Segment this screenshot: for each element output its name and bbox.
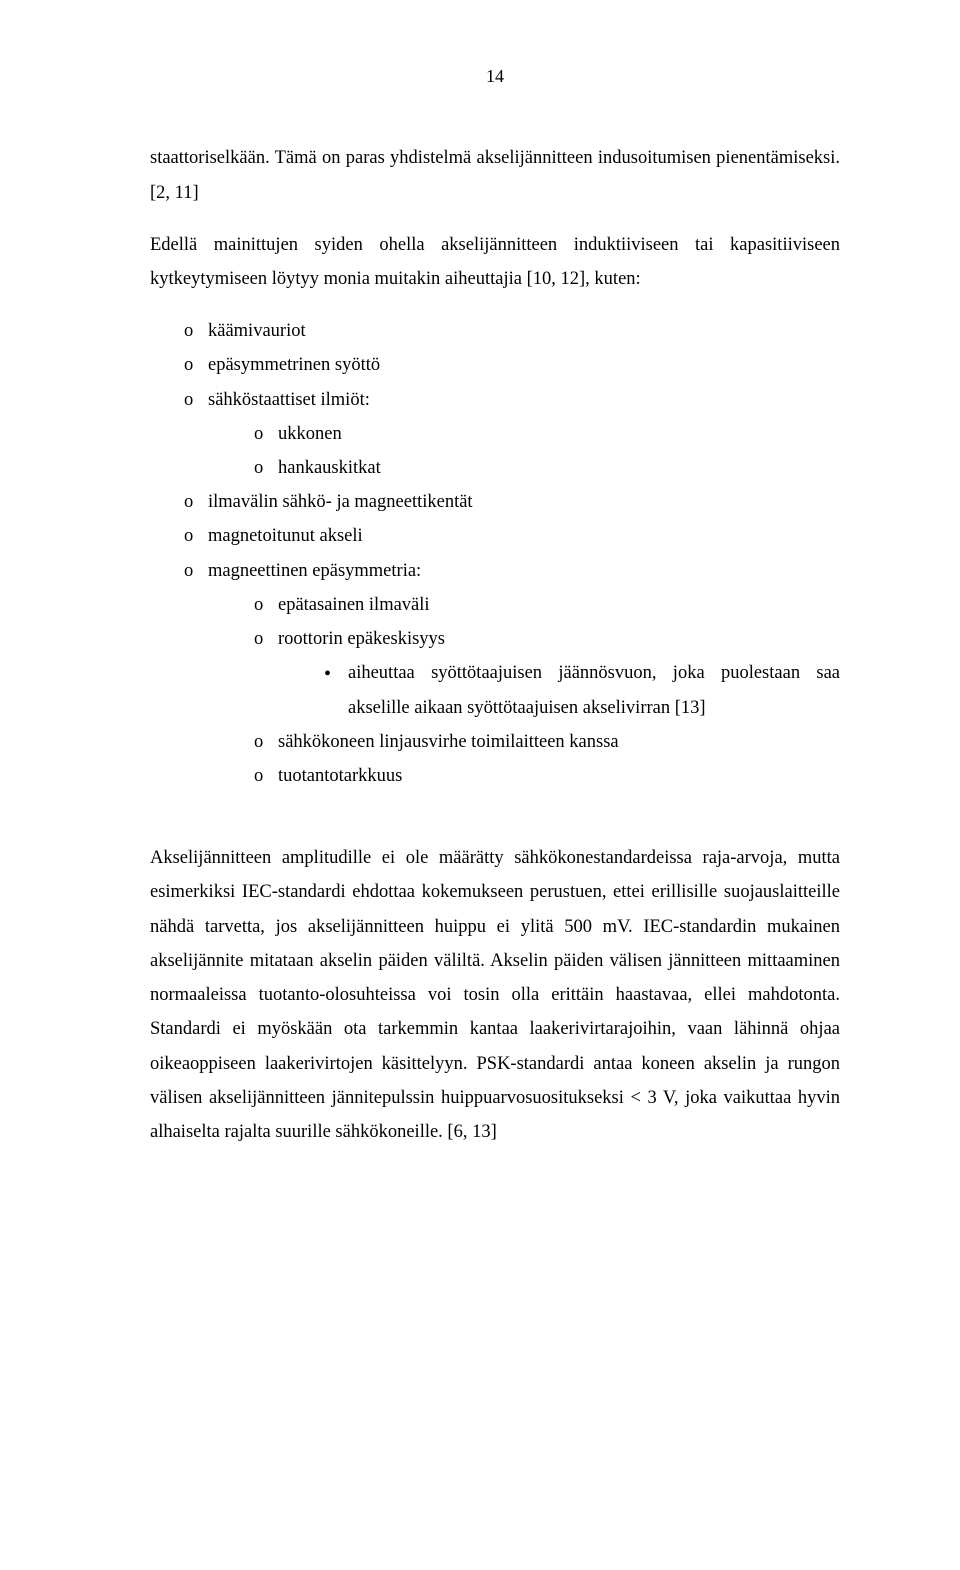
list-item-label: käämivauriot (208, 321, 306, 341)
list-item: sähkökoneen linjausvirhe toimilaitteen k… (254, 725, 840, 759)
list-item: roottorin epäkeskisyys aiheuttaa syöttöt… (254, 622, 840, 725)
list-item-label: sähkökoneen linjausvirhe toimilaitteen k… (278, 732, 619, 752)
list-item-label: hankauskitkat (278, 458, 381, 478)
list-item-label: aiheuttaa syöttötaajuisen jäännösvuon, j… (348, 663, 840, 717)
list-item-label: sähköstaattiset ilmiöt: (208, 390, 370, 410)
list-item: ilmavälin sähkö- ja magneettikentät (184, 485, 840, 519)
page-container: 14 staattoriselkään. Tämä on paras yhdis… (0, 0, 960, 1570)
list-item: ukkonen (254, 417, 840, 451)
list-item-label: magnetoitunut akseli (208, 526, 363, 546)
list-item-label: ukkonen (278, 424, 342, 444)
list-item: sähköstaattiset ilmiöt: ukkonen hankausk… (184, 383, 840, 486)
list-item-label: roottorin epäkeskisyys (278, 629, 445, 649)
list-item-label: epäsymmetrinen syöttö (208, 355, 380, 375)
list-item: magnetoitunut akseli (184, 519, 840, 553)
list-item: käämivauriot (184, 314, 840, 348)
list-item-label: magneettinen epäsymmetria: (208, 561, 421, 581)
list-item-label: tuotantotarkkuus (278, 766, 402, 786)
paragraph-intro: staattoriselkään. Tämä on paras yhdistel… (150, 141, 840, 209)
list-item: epätasainen ilmaväli (254, 588, 840, 622)
list-item: aiheuttaa syöttötaajuisen jäännösvuon, j… (324, 656, 840, 724)
cause-list: käämivauriot epäsymmetrinen syöttö sähkö… (150, 314, 840, 793)
sub-list: ukkonen hankauskitkat (208, 417, 840, 485)
paragraph-end: Akselijännitteen amplitudille ei ole mää… (150, 841, 840, 1149)
inner-list: aiheuttaa syöttötaajuisen jäännösvuon, j… (278, 656, 840, 724)
paragraph-lead: Edellä mainittujen syiden ohella akselij… (150, 228, 840, 296)
list-item: magneettinen epäsymmetria: epätasainen i… (184, 554, 840, 794)
list-item: hankauskitkat (254, 451, 840, 485)
list-item: tuotantotarkkuus (254, 759, 840, 793)
list-item-label: ilmavälin sähkö- ja magneettikentät (208, 492, 473, 512)
list-item: epäsymmetrinen syöttö (184, 348, 840, 382)
page-number: 14 (150, 60, 840, 93)
sub-list: epätasainen ilmaväli roottorin epäkeskis… (208, 588, 840, 793)
list-item-label: epätasainen ilmaväli (278, 595, 430, 615)
